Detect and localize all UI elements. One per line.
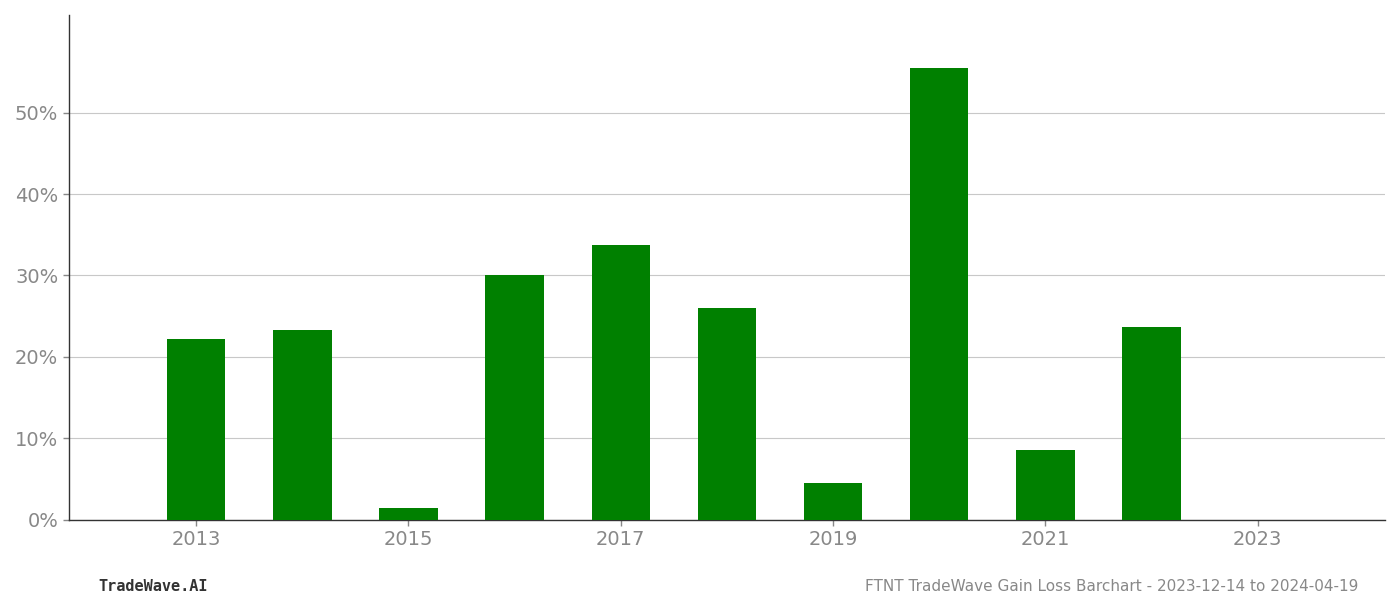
- Bar: [1016, 451, 1075, 520]
- Bar: [273, 330, 332, 520]
- Bar: [1123, 327, 1180, 520]
- Bar: [167, 339, 225, 520]
- Bar: [379, 508, 438, 520]
- Bar: [592, 245, 650, 520]
- Bar: [697, 308, 756, 520]
- Bar: [486, 275, 543, 520]
- Text: FTNT TradeWave Gain Loss Barchart - 2023-12-14 to 2024-04-19: FTNT TradeWave Gain Loss Barchart - 2023…: [865, 579, 1358, 594]
- Bar: [910, 68, 969, 520]
- Text: TradeWave.AI: TradeWave.AI: [98, 579, 207, 594]
- Bar: [804, 483, 862, 520]
